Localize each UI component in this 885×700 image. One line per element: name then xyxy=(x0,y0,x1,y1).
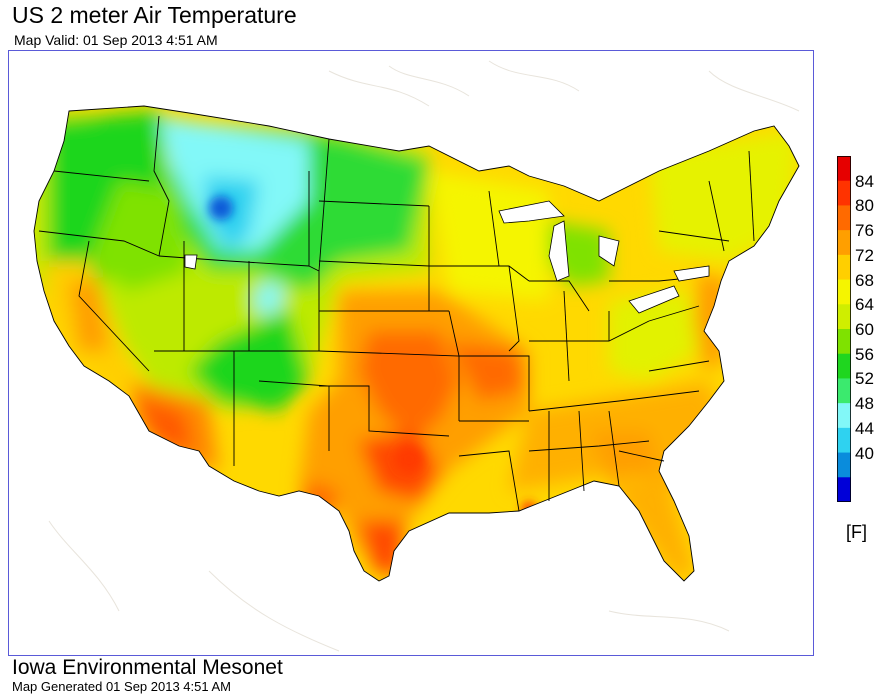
legend-tick-label: 68 xyxy=(855,270,874,290)
legend-tick-label: 56 xyxy=(855,344,874,364)
legend-unit: [F] xyxy=(846,522,867,542)
footer-generated-time: Map Generated 01 Sep 2013 4:51 AM xyxy=(12,679,231,694)
legend-swatch xyxy=(837,403,851,429)
legend-swatch xyxy=(837,427,851,454)
map-title: US 2 meter Air Temperature xyxy=(12,2,297,28)
legend-tick-label: 80 xyxy=(855,196,874,216)
legend-tick-label: 52 xyxy=(855,369,874,389)
legend-tick-label: 84 xyxy=(855,171,874,191)
map-valid-time: Map Valid: 01 Sep 2013 4:51 AM xyxy=(14,32,218,48)
legend-tick-label: 40 xyxy=(855,443,874,463)
temperature-legend xyxy=(837,156,851,502)
legend-tick-label: 76 xyxy=(855,221,874,241)
legend-color-bar xyxy=(837,156,851,502)
great-lakes xyxy=(184,200,710,314)
legend-swatch xyxy=(837,279,851,305)
legend-swatch xyxy=(837,452,851,478)
state-borders xyxy=(33,105,800,582)
footer-organization: Iowa Environmental Mesonet xyxy=(12,656,283,679)
legend-border xyxy=(837,156,851,502)
legend-swatch xyxy=(837,180,851,206)
legend-swatch xyxy=(837,329,851,355)
legend-tick-label: 64 xyxy=(855,295,874,315)
legend-tick-label: 48 xyxy=(855,394,874,414)
legend-tick-label: 72 xyxy=(855,245,874,265)
legend-swatch xyxy=(837,304,851,330)
legend-swatch xyxy=(837,353,851,379)
legend-tick-label: 44 xyxy=(855,418,874,438)
legend-swatch xyxy=(837,254,851,281)
legend-tick-label: 60 xyxy=(855,320,874,339)
legend-swatch xyxy=(837,156,851,182)
map-frame xyxy=(8,50,814,656)
legend-tick-labels: 84 80 76 72 68 64 60 56 52 48 44 40 xyxy=(855,156,885,502)
legend-swatch xyxy=(837,477,851,502)
temperature-map xyxy=(33,60,800,652)
background-contours xyxy=(48,60,800,652)
legend-swatch xyxy=(837,378,851,404)
legend-swatch xyxy=(837,205,851,231)
legend-swatch xyxy=(837,230,851,256)
